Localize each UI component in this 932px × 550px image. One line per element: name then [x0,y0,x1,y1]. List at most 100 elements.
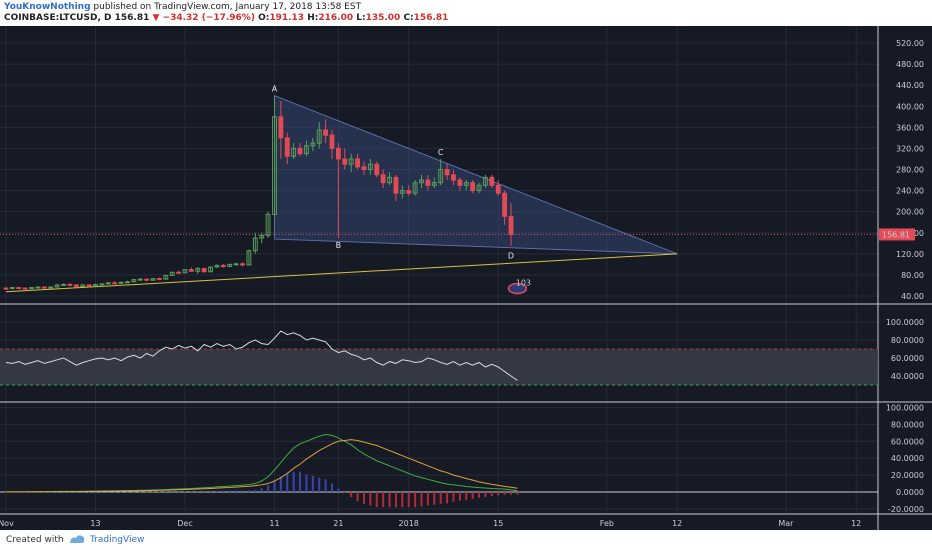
time-axis-label: 13 [90,519,100,528]
candle-body [470,182,476,192]
macd-histogram-bar [49,491,52,493]
macd-axis-label: 80.0000 [891,420,924,429]
candle-body [246,250,252,266]
macd-axis-label: 20.0000 [891,471,924,480]
candle-body [489,176,495,186]
macd-histogram-bar [458,492,461,501]
macd-histogram-bar [362,492,365,504]
events-count-badge: 103 [516,279,531,288]
candle-body [451,174,456,181]
time-axis-label: 15 [493,519,503,528]
macd-histogram-bar [452,492,455,502]
candle-body [342,158,348,165]
macd-histogram-bar [94,491,97,493]
macd-histogram-bar [120,491,123,493]
macd-axis-label: 40.0000 [891,454,924,463]
pattern-point-label: A [272,85,278,94]
macd-axis-label: 0.0000 [896,488,924,497]
macd-histogram-bar [350,492,353,498]
close-label: C: [403,13,414,23]
chart-header: YouKnowNothing published on TradingView.… [0,0,932,26]
time-axis-label: 11 [269,519,279,528]
candle-body [125,281,130,284]
candle-body [329,134,335,149]
macd-axis-label: 100.0000 [886,404,924,413]
candle-body [387,176,392,184]
pattern-point-label: D [508,252,514,261]
macd-histogram-bar [369,492,372,506]
chart-canvas[interactable]: A B C D 103 520.00 480.00 440.00 400.00 360.00 320… [0,26,932,530]
time-axis-label: 12 [672,519,682,528]
candle-body [80,284,86,288]
last-price-tag [879,228,915,241]
price-axis-label: 280.00 [896,166,924,175]
macd-histogram-bar [126,491,129,493]
candle-body [182,269,188,274]
macd-histogram-bar [420,492,423,507]
candle-body [431,182,437,186]
candle-body [284,137,290,157]
candle-body [22,287,28,290]
candle-body [112,282,118,285]
price-axis-label: 40.00 [901,292,924,301]
macd-histogram-bar [209,490,212,492]
candle-body [41,286,47,289]
price-axis-label: 320.00 [896,144,924,153]
macd-histogram-bar [433,492,436,505]
chart-background [0,26,932,530]
price-axis-label: 520.00 [896,39,924,48]
last-price: 156.81 [114,13,150,23]
macd-histogram-bar [414,492,417,508]
pattern-point-label: B [336,241,342,250]
rsi-axis-label: 80.0000 [891,336,924,345]
author-link[interactable]: YouKnowNothing [4,2,91,12]
macd-histogram-bar [382,492,385,508]
candle-body [99,283,105,286]
macd-histogram-bar [88,491,91,493]
tradingview-brand-link[interactable]: TradingView [90,535,145,545]
high-value: 216.00 [318,13,354,23]
macd-histogram-bar [190,491,193,492]
candle-body [29,287,34,290]
candle-body [361,166,367,170]
macd-histogram-bar [222,490,225,492]
candle-body [195,268,201,272]
macd-histogram-bar [465,492,468,501]
macd-histogram-bar [471,492,474,499]
macd-histogram-bar [503,492,506,495]
candle-body [495,184,501,194]
price-axis-label: 440.00 [896,81,924,90]
macd-histogram-bar [196,491,199,492]
macd-histogram-bar [260,488,263,492]
candle-body [278,116,284,139]
macd-histogram-bar [113,491,116,493]
chart-footer: Created with TradingView [0,530,932,550]
created-with-text: Created with [6,535,64,545]
candle-body [272,116,277,215]
macd-histogram-bar [228,490,231,492]
candle-body [316,129,322,144]
candle-body [399,190,405,194]
macd-histogram-bar [183,491,186,492]
candle-body [323,129,329,136]
candle-body [137,278,143,281]
candle-body [406,190,412,194]
macd-histogram-bar [439,492,442,504]
rsi-band [0,349,878,385]
candle-body [208,266,213,273]
time-axis-label: 2018 [399,519,419,528]
macd-histogram-bar [254,489,257,492]
candle-body [412,182,418,194]
macd-histogram-bar [100,491,103,493]
macd-axis-label: -20.0000 [888,505,924,514]
candle-body [240,263,245,266]
macd-histogram-bar [426,492,429,506]
candle-body [508,215,514,235]
macd-histogram-bar [286,473,289,492]
macd-histogram-bar [394,492,397,508]
candle-body [61,283,66,286]
candle-body [157,278,162,281]
price-axis-label: 360.00 [896,123,924,132]
candle-body [54,284,60,288]
close-value: 156.81 [413,13,449,23]
